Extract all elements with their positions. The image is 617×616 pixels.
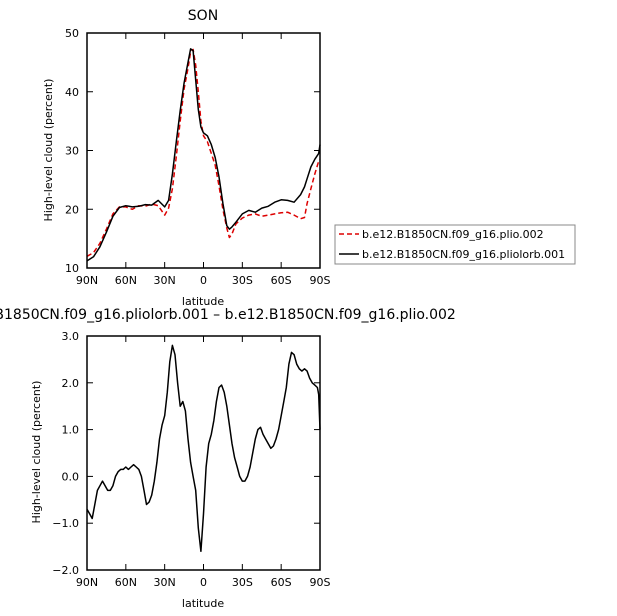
legend-box	[334, 224, 576, 265]
top-series-line-1	[86, 48, 321, 262]
bottom-series-line-0	[86, 344, 321, 553]
bottom-x-tick-label: 90S	[310, 576, 331, 589]
bottom-x-tick-label: 60N	[115, 576, 137, 589]
top-y-tick-label: 10	[65, 262, 79, 275]
legend: b.e12.B1850CN.f09_g16.plio.002 b.e12.B18…	[334, 224, 576, 265]
top-y-tick-label: 40	[65, 86, 79, 99]
top-x-tick-label: 60S	[271, 274, 292, 287]
top-x-axis-label: latitude	[182, 295, 224, 308]
bottom-series-lines	[86, 344, 321, 553]
top-axis-ticks: 90N 60N 30N 0 30S 60S 90S 10 20 30 40 50	[65, 27, 331, 287]
bottom-x-tick-label: 30N	[154, 576, 176, 589]
top-y-tick-label: 30	[65, 145, 79, 158]
top-y-tick-label: 50	[65, 27, 79, 40]
legend-label-pliolorb: b.e12.B1850CN.f09_g16.pliolorb.001	[362, 248, 565, 261]
bottom-chart-title: b.e12.B1850CN.f09_g16.pliolorb.001 – b.e…	[0, 307, 456, 323]
top-y-tick-label: 20	[65, 203, 79, 216]
bottom-x-tick-label: 90N	[76, 576, 98, 589]
legend-label-plio: b.e12.B1850CN.f09_g16.plio.002	[362, 228, 544, 241]
top-chart-title: SON	[188, 8, 218, 24]
bottom-x-tick-label: 30S	[232, 576, 253, 589]
bottom-y-tick-label: 2.0	[62, 377, 80, 390]
top-x-tick-label: 90N	[76, 274, 98, 287]
bottom-plot-frame	[86, 335, 321, 571]
top-y-axis-label: High-level cloud (percent)	[42, 79, 55, 222]
top-plot-frame	[86, 32, 321, 269]
top-x-tick-label: 60N	[115, 274, 137, 287]
bottom-y-axis-label: High-level cloud (percent)	[30, 381, 43, 524]
bottom-x-tick-label: 0	[200, 576, 207, 589]
bottom-y-tick-label: 0.0	[62, 470, 80, 483]
top-x-tick-label: 0	[200, 274, 207, 287]
bottom-panel: b.e12.B1850CN.f09_g16.pliolorb.001 – b.e…	[0, 307, 456, 610]
top-series-line-0	[86, 48, 321, 257]
bottom-axis-ticks: 90N 60N 30N 0 30S 60S 90S −2.0 −1.0 0.0 1.0 2.0 3.0	[52, 330, 330, 589]
top-x-tick-label: 30N	[154, 274, 176, 287]
bottom-y-tick-label: −1.0	[52, 517, 79, 530]
top-x-tick-label: 90S	[310, 274, 331, 287]
bottom-y-tick-label: −2.0	[52, 564, 79, 577]
bottom-y-tick-label: 1.0	[62, 424, 80, 437]
bottom-x-tick-label: 60S	[271, 576, 292, 589]
bottom-y-tick-label: 3.0	[62, 330, 80, 343]
top-series-lines	[86, 48, 321, 262]
top-x-tick-label: 30S	[232, 274, 253, 287]
bottom-x-axis-label: latitude	[182, 597, 224, 610]
top-panel: SON High-level cloud (percent) latitude …	[42, 8, 331, 308]
